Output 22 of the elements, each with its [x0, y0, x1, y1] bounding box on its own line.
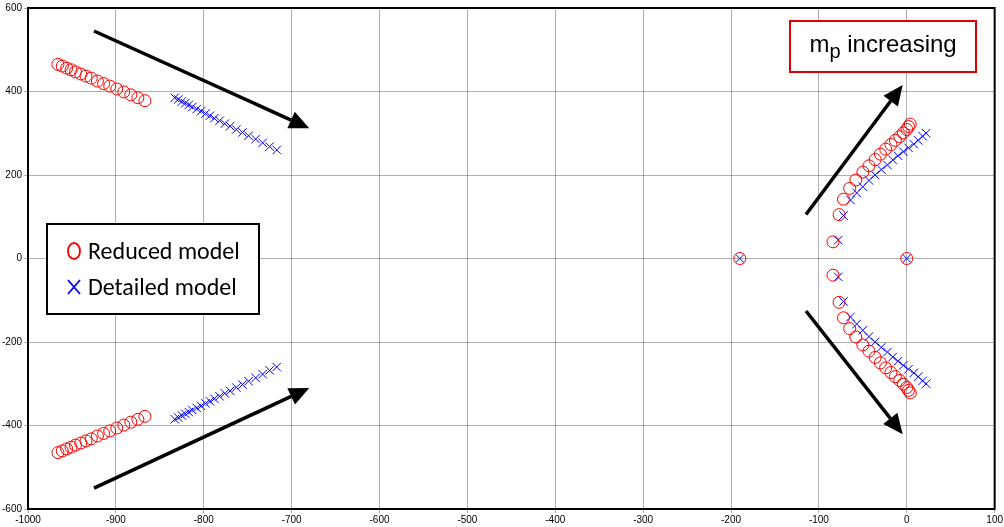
legend-label: Reduced model — [88, 236, 240, 265]
x-tick-label: -100 — [808, 513, 830, 525]
legend-label: Detailed model — [88, 272, 237, 301]
y-tick-label: 0 — [16, 252, 23, 264]
y-tick-label: -600 — [2, 502, 23, 514]
y-tick-label: -400 — [2, 419, 23, 431]
x-tick-label: 100 — [986, 513, 1004, 525]
x-tick-label: -600 — [369, 513, 390, 525]
x-tick-label: -200 — [721, 513, 742, 525]
annotation: m$_{p}$ increasing — [789, 20, 977, 73]
x-tick-label: -700 — [281, 513, 303, 525]
y-tick-label: 200 — [5, 168, 23, 180]
x-tick-label: -300 — [633, 513, 654, 525]
x-tick-label: -900 — [105, 513, 127, 525]
x-tick-label: -800 — [193, 513, 215, 525]
y-tick-label: 400 — [5, 85, 23, 97]
x-tick-label: -500 — [457, 513, 478, 525]
x-tick-label: -400 — [545, 513, 566, 525]
x-tick-label: -1000 — [15, 513, 42, 525]
y-tick-label: 600 — [5, 1, 23, 13]
x-tick-label: 0 — [904, 513, 910, 525]
y-tick-label: -200 — [2, 335, 23, 347]
